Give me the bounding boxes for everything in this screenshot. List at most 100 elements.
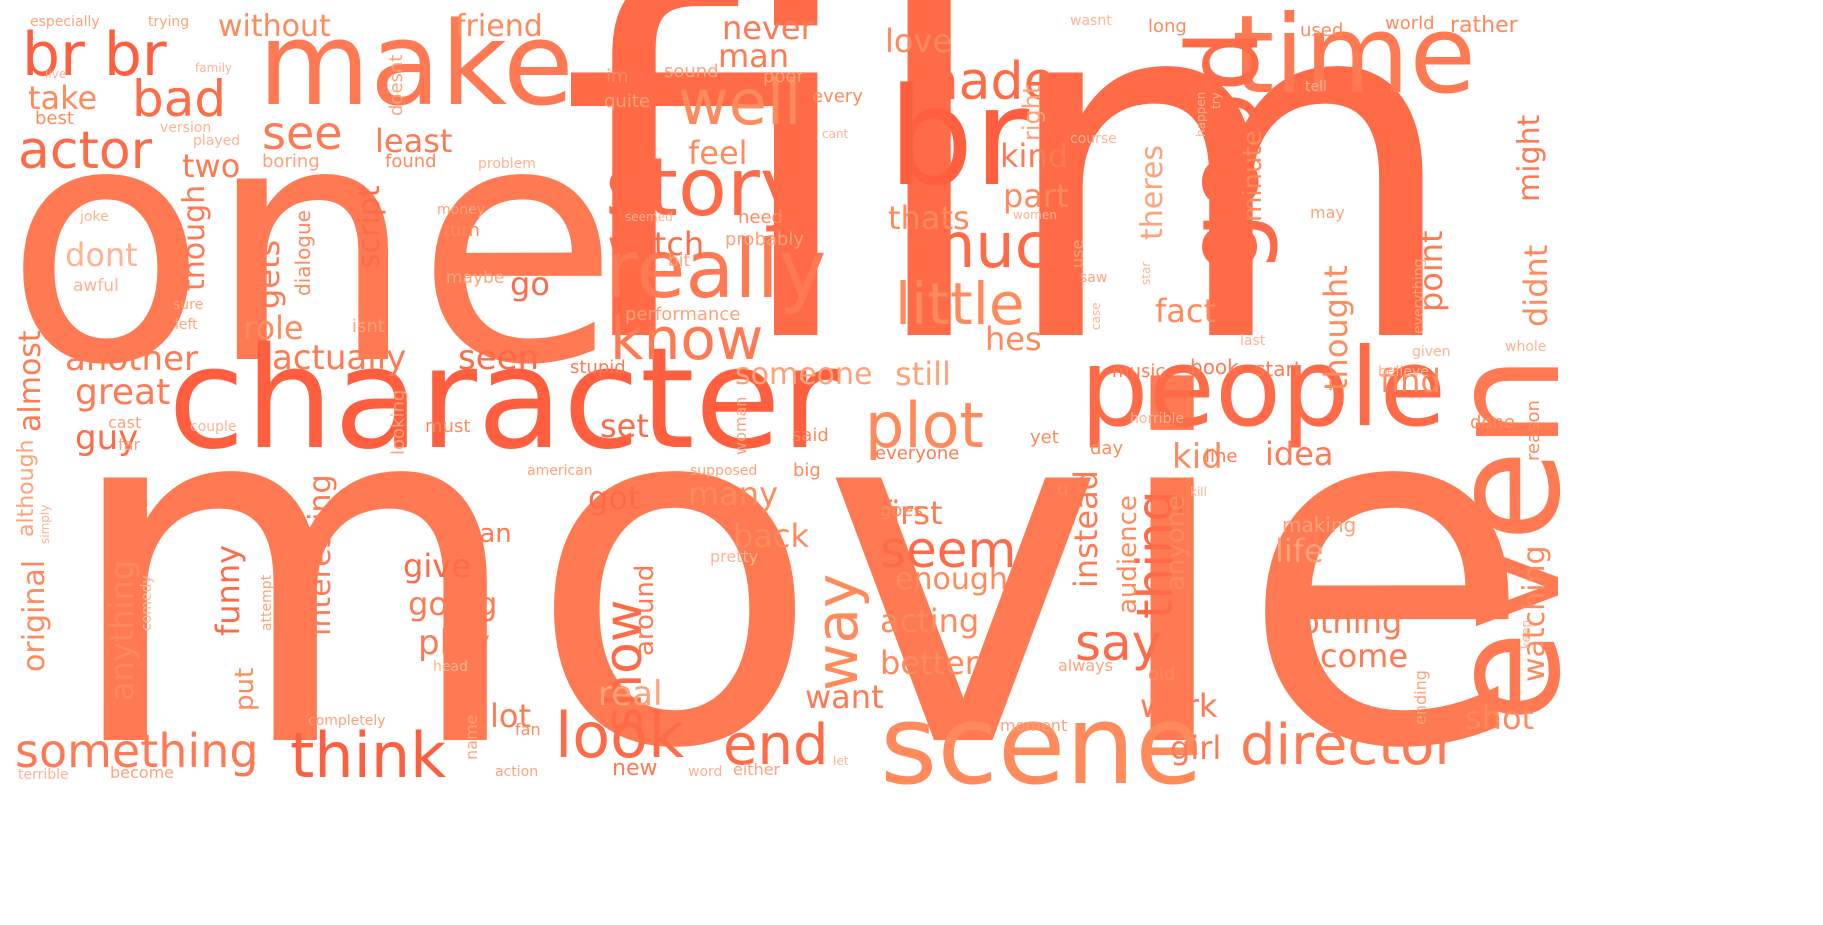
word-theres: theres: [1135, 145, 1170, 240]
word-dont: dont: [65, 236, 138, 274]
word-happen: happen: [1194, 91, 1208, 137]
word-maybe: maybe: [446, 268, 505, 288]
word-around: around: [630, 564, 660, 656]
word-action: action: [495, 764, 539, 780]
word-guy: guy: [75, 418, 139, 458]
word-trying: trying: [148, 14, 190, 30]
word-going: going: [408, 585, 498, 623]
word-attempt: attempt: [259, 574, 275, 631]
word-thats: thats: [888, 199, 970, 237]
word-almost: almost: [13, 330, 48, 432]
word-work: work: [1140, 687, 1218, 725]
word-word: word: [688, 764, 723, 780]
word-found: found: [385, 151, 437, 172]
word-minute: minute: [1238, 130, 1268, 222]
word-scene: scene: [880, 681, 1203, 809]
word-two: two: [182, 147, 241, 185]
word-role: role: [243, 309, 304, 347]
word-seen: seen: [458, 338, 540, 378]
word-given: given: [1412, 344, 1451, 360]
word-always: always: [1058, 656, 1113, 675]
word-supposed: supposed: [690, 463, 758, 479]
word-way: way: [803, 573, 871, 691]
word-sound: sound: [664, 61, 719, 82]
word-feel: feel: [688, 134, 748, 172]
word-interesting: interesting: [303, 474, 338, 636]
word-reason: reason: [1523, 400, 1544, 461]
word-end: end: [723, 713, 829, 778]
word-world: world: [1385, 13, 1435, 34]
word-may: may: [1310, 203, 1345, 222]
word-many: many: [688, 475, 778, 513]
word-wasnt: wasnt: [1070, 13, 1112, 29]
word-although: although: [14, 439, 39, 537]
word-made: made: [908, 52, 1056, 112]
word-terrible: terrible: [18, 767, 69, 783]
word-fan: fan: [515, 720, 541, 739]
word-mean: mean: [438, 519, 512, 549]
word-looking: looking: [388, 389, 409, 455]
word-need: need: [738, 207, 783, 228]
word-completely: completely: [308, 713, 386, 729]
word-yet: yet: [1030, 427, 1059, 448]
word-least: least: [375, 122, 453, 160]
word-couple: couple: [190, 419, 237, 435]
word-used: used: [1300, 20, 1344, 41]
word-better: better: [880, 644, 978, 682]
word-played: played: [193, 133, 241, 149]
word-horrible: horrible: [1130, 411, 1184, 427]
word-comedy: comedy: [139, 575, 155, 631]
word-left: left: [175, 317, 198, 333]
word-enough: enough: [895, 562, 1008, 597]
word-poor: poor: [763, 66, 804, 87]
word-keep: keep: [1519, 620, 1533, 649]
word-come: come: [1320, 637, 1409, 675]
word-film: film: [560, 0, 1464, 449]
word-well: well: [678, 66, 802, 139]
word-especially: especially: [30, 14, 100, 30]
word-simply: simply: [38, 504, 52, 544]
word-say: say: [1075, 614, 1162, 672]
word-far: far: [118, 435, 141, 454]
word-doesnt: doesnt: [386, 54, 407, 116]
word-got: got: [588, 479, 641, 517]
word-thought: thought: [1317, 265, 1355, 391]
word-quite: quite: [604, 91, 650, 112]
word-real: real: [598, 674, 663, 714]
word-actually: actually: [272, 338, 407, 378]
word-director: director: [1240, 713, 1458, 778]
word-done: done: [1470, 412, 1515, 433]
word-bit: bit: [668, 251, 691, 271]
word-new: new: [612, 756, 658, 781]
word-cant: cant: [822, 127, 849, 141]
word-dialogue: dialogue: [291, 210, 315, 296]
word-want: want: [805, 678, 884, 716]
word-joke: joke: [80, 209, 109, 225]
word-hes: hes: [985, 320, 1042, 358]
word-see: see: [262, 106, 343, 160]
word-funny: funny: [209, 544, 247, 636]
word-still: still: [895, 355, 951, 393]
word-seem: seem: [880, 521, 1017, 579]
word-one: one: [5, 53, 620, 437]
word-think: think: [290, 719, 447, 792]
word-really: really: [605, 223, 827, 316]
word-money: money: [437, 202, 485, 218]
word-im: im: [606, 66, 629, 87]
word-take: take: [28, 79, 98, 117]
word-kind: kind: [1000, 137, 1069, 175]
word-isnt: isnt: [352, 316, 385, 337]
word-long: long: [1148, 16, 1187, 37]
word-day: day: [1090, 438, 1124, 459]
word-use: use: [1068, 239, 1087, 268]
word-know: know: [610, 305, 764, 373]
word-give: give: [403, 547, 471, 585]
word-best: best: [35, 108, 74, 129]
word-version: version: [160, 120, 212, 136]
word-last: last: [1240, 333, 1266, 349]
word-life: life: [1275, 532, 1324, 570]
word-rather: rather: [1450, 13, 1518, 38]
word-u: u: [1057, 479, 1069, 500]
word-anything: anything: [103, 559, 141, 701]
word-br: br: [888, 59, 1030, 216]
